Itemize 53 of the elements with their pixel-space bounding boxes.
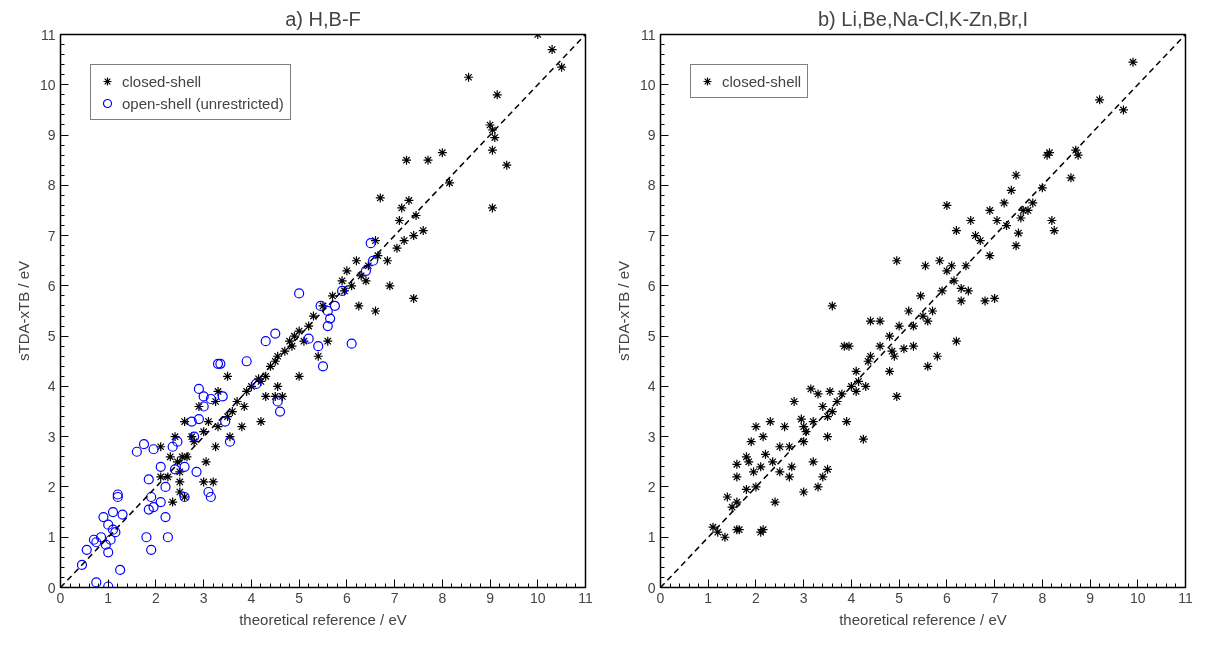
y-tick-label: 10 [639,76,656,93]
x-tick-label: 6 [942,589,951,606]
y-tick-label: 3 [647,428,656,445]
y-tick-label: 5 [47,328,56,345]
x-tick-label: 3 [199,589,208,606]
legend-label: closed-shell [122,72,202,90]
x-tick-label: 5 [295,589,304,606]
y-tick-label: 9 [647,127,656,144]
x-tick-label: 8 [438,589,447,606]
y-tick-label: 11 [640,26,656,43]
x-tick-label: 11 [1178,589,1193,606]
x-tick-label: 4 [847,589,856,606]
y-tick-label: 1 [47,529,56,546]
y-tick-label: 11 [40,26,56,43]
y-tick-label: 7 [647,227,656,244]
x-tick-label: 3 [799,589,808,606]
x-tick-label: 10 [529,589,546,606]
y-tick-label: 6 [47,277,56,294]
y-tick-label: 3 [47,428,56,445]
y-tick-label: 6 [647,277,656,294]
x-tick-label: 9 [1086,589,1095,606]
x-tick-label: 11 [578,589,593,606]
x-tick-label: 8 [1038,589,1047,606]
y-tick-label: 10 [39,76,56,93]
y-tick-label: 4 [647,378,656,395]
x-tick-label: 7 [990,589,999,606]
y-axis-title: sTDA-xTB / eV [614,260,632,362]
y-tick-label: 7 [47,227,56,244]
legend-label: closed-shell [722,72,802,90]
y-tick-label: 8 [47,177,56,194]
y-tick-label: 8 [647,177,656,194]
y-tick-label: 9 [47,127,56,144]
x-tick-label: 1 [104,589,113,606]
x-axis-title: theoretical reference / eV [239,610,407,628]
x-tick-label: 9 [486,589,495,606]
y-tick-label: 2 [47,478,56,495]
chart-title: a) H,B-F [285,7,361,30]
x-tick-label: 6 [342,589,351,606]
y-tick-label: 4 [47,378,56,395]
y-tick-label: 1 [647,529,656,546]
y-tick-label: 5 [647,328,656,345]
x-tick-label: 5 [895,589,904,606]
legend-label: open-shell (unrestricted) [122,94,284,112]
x-tick-label: 2 [752,589,761,606]
x-tick-label: 1 [704,589,713,606]
x-axis-title: theoretical reference / eV [839,610,1007,628]
x-tick-label: 7 [390,589,399,606]
x-tick-label: 2 [152,589,161,606]
x-tick-label: 4 [247,589,256,606]
y-axis-title: sTDA-xTB / eV [14,260,32,362]
y-tick-label: 2 [647,478,656,495]
x-tick-label: 10 [1129,589,1146,606]
chart-title: b) Li,Be,Na-Cl,K-Zn,Br,I [817,7,1029,30]
